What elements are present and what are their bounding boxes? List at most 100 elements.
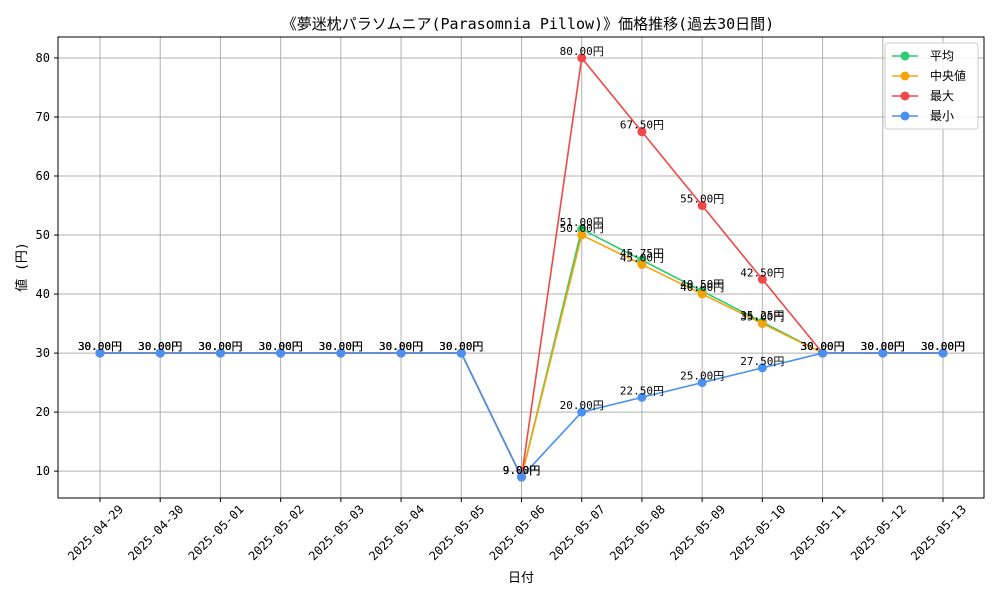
data-label: 30.00円 <box>439 340 483 353</box>
y-tick-label: 10 <box>36 464 50 478</box>
data-point <box>818 348 828 358</box>
data-label: 30.00円 <box>861 340 905 353</box>
series-最小 <box>95 348 948 482</box>
x-tick-label: 2025-05-05 <box>426 502 487 563</box>
data-point <box>577 407 587 417</box>
y-tick-label: 80 <box>36 51 50 65</box>
data-label: 42.50円 <box>740 266 784 279</box>
legend-marker <box>900 111 910 121</box>
data-label: 30.00円 <box>78 340 122 353</box>
data-label: 30.00円 <box>801 340 845 353</box>
data-label: 40.00円 <box>680 281 724 294</box>
data-label: 30.00円 <box>379 340 423 353</box>
legend-label: 最大 <box>930 89 954 103</box>
data-point <box>938 348 948 358</box>
data-point <box>95 348 105 358</box>
data-label: 9.00円 <box>503 464 541 477</box>
data-label: 30.00円 <box>921 340 965 353</box>
x-tick-label: 2025-05-10 <box>727 502 788 563</box>
data-label: 40.50円 <box>680 278 724 291</box>
x-tick-label: 2025-05-13 <box>908 502 969 563</box>
data-label: 30.00円 <box>259 340 303 353</box>
data-point <box>517 472 526 482</box>
legend-marker <box>900 71 910 81</box>
x-tick-label: 2025-05-11 <box>788 502 849 563</box>
data-label: 30.00円 <box>138 340 182 353</box>
data-point <box>215 348 225 358</box>
legend-marker <box>900 91 910 101</box>
data-label: 30.00円 <box>439 340 483 353</box>
legend-marker <box>900 51 910 61</box>
x-tick-label: 2025-05-01 <box>186 502 247 563</box>
data-label: 30.00円 <box>921 340 965 353</box>
y-tick-label: 40 <box>36 287 50 301</box>
data-point <box>697 289 707 299</box>
data-label: 22.50円 <box>620 384 664 397</box>
data-label: 30.00円 <box>439 340 483 353</box>
data-point <box>577 53 587 63</box>
data-label: 30.00円 <box>78 340 122 353</box>
y-tick-label: 20 <box>36 405 50 419</box>
y-axis: 10 20 30 40 50 60 70 80 <box>36 51 58 478</box>
data-label: 30.00円 <box>921 340 965 353</box>
x-axis: 2025-04-29 2025-04-30 2025-05-01 2025-05-02… <box>65 498 969 563</box>
data-label: 30.00円 <box>319 340 363 353</box>
data-label: 9.00円 <box>503 464 541 477</box>
x-axis-label: 日付 <box>508 571 534 586</box>
data-point <box>276 348 286 358</box>
data-label: 30.00円 <box>78 340 122 353</box>
data-label: 9.00円 <box>503 464 541 477</box>
data-label: 30.00円 <box>198 340 242 353</box>
data-label: 25.00円 <box>680 370 724 383</box>
data-point <box>637 392 647 402</box>
data-label: 30.00円 <box>379 340 423 353</box>
y-tick-label: 30 <box>36 346 50 360</box>
data-label: 30.00円 <box>319 340 363 353</box>
data-point <box>456 348 466 358</box>
x-tick-label: 2025-05-07 <box>547 502 608 563</box>
data-point <box>878 348 888 358</box>
data-label: 45.75円 <box>620 247 664 260</box>
data-label: 30.00円 <box>379 340 423 353</box>
data-point <box>757 274 767 284</box>
legend-box <box>884 42 979 130</box>
data-label: 30.00円 <box>861 340 905 353</box>
data-label: 30.00円 <box>138 340 182 353</box>
y-axis-label: 値 (円) <box>14 242 30 291</box>
data-point <box>577 230 587 240</box>
data-label: 20.00円 <box>560 399 604 412</box>
data-label: 30.00円 <box>78 340 122 353</box>
x-tick-label: 2025-05-12 <box>848 502 909 563</box>
x-tick-label: 2025-05-03 <box>306 502 367 563</box>
y-tick-label: 60 <box>36 169 50 183</box>
data-point <box>336 348 346 358</box>
data-label: 35.25円 <box>740 309 784 322</box>
data-label: 27.50円 <box>740 355 784 368</box>
data-label: 30.00円 <box>801 340 845 353</box>
x-tick-label: 2025-05-06 <box>487 502 548 563</box>
legend-label: 最小 <box>930 109 954 123</box>
data-label: 30.00円 <box>861 340 905 353</box>
data-point <box>637 127 647 137</box>
x-tick-label: 2025-05-04 <box>366 502 427 563</box>
data-label: 67.50円 <box>620 119 664 132</box>
data-point <box>155 348 165 358</box>
y-tick-label: 50 <box>36 228 50 242</box>
data-label: 51.00円 <box>560 216 604 229</box>
data-label: 30.00円 <box>861 340 905 353</box>
data-point <box>396 348 406 358</box>
data-label: 30.00円 <box>921 340 965 353</box>
data-label: 30.00円 <box>801 340 845 353</box>
data-label: 30.00円 <box>439 340 483 353</box>
data-point <box>757 319 767 329</box>
data-point <box>637 260 647 270</box>
data-label: 55.00円 <box>680 193 724 206</box>
legend-label: 中央値 <box>930 68 966 83</box>
chart-title: 《夢迷枕パラソムニア(Parasomnia Pillow)》価格推移(過去30日… <box>282 15 774 33</box>
data-label: 30.00円 <box>319 340 363 353</box>
data-label: 30.00円 <box>259 340 303 353</box>
data-label: 30.00円 <box>259 340 303 353</box>
data-label: 30.00円 <box>138 340 182 353</box>
